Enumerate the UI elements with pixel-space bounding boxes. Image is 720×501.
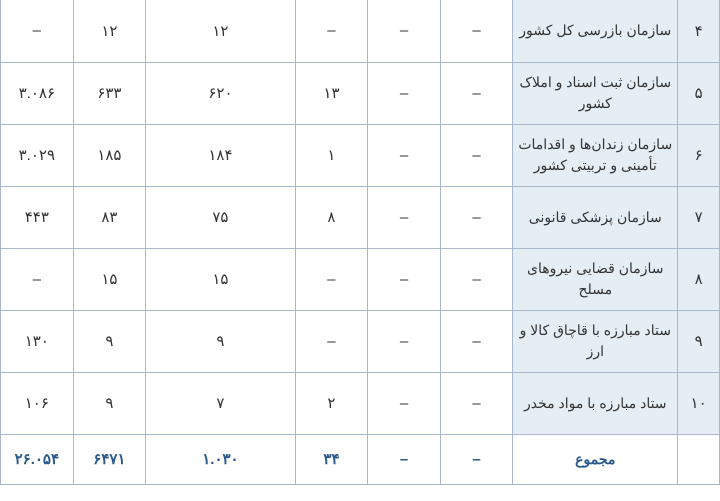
table-row: ۵ سازمان ثبت اسناد و املاک کشور – – ۱۳ ۶… [1,62,720,124]
data-table: ۴ سازمان بازرسی کل کشور – – – ۱۲ ۱۲ – ۵ … [0,0,720,485]
org-name: سازمان ثبت اسناد و املاک کشور [513,62,678,124]
cell: – [368,0,441,62]
cell: ۹ [73,372,146,434]
row-index: ۶ [678,124,720,186]
cell: ۷ [146,372,296,434]
cell: ۹ [73,310,146,372]
row-index: ۵ [678,62,720,124]
org-name: سازمان قضایی نیروهای مسلح [513,248,678,310]
total-cell: ۳۴ [295,434,368,484]
table-row: ۸ سازمان قضایی نیروهای مسلح – – – ۱۵ ۱۵ … [1,248,720,310]
cell: – [440,310,513,372]
cell: ۱۸۴ [146,124,296,186]
cell: ۱۸۵ [73,124,146,186]
table-row: ۹ ستاد مبارزه با قاچاق کالا و ارز – – – … [1,310,720,372]
table-body: ۴ سازمان بازرسی کل کشور – – – ۱۲ ۱۲ – ۵ … [1,0,720,484]
org-name: سازمان پزشکی قانونی [513,186,678,248]
cell: – [368,248,441,310]
cell: ۳.۰۲۹ [1,124,74,186]
total-cell: – [440,434,513,484]
cell: – [440,124,513,186]
cell: – [1,248,74,310]
cell: – [440,248,513,310]
cell: ۷۵ [146,186,296,248]
cell: ۶۲۰ [146,62,296,124]
cell: – [295,248,368,310]
cell: – [440,0,513,62]
cell: – [1,0,74,62]
table-row: ۴ سازمان بازرسی کل کشور – – – ۱۲ ۱۲ – [1,0,720,62]
total-cell: – [368,434,441,484]
cell: ۲ [295,372,368,434]
row-index: ۴ [678,0,720,62]
cell: – [368,372,441,434]
row-index: ۸ [678,248,720,310]
cell: – [440,62,513,124]
cell: ۹ [146,310,296,372]
total-index [678,434,720,484]
cell: – [368,310,441,372]
cell: ۸ [295,186,368,248]
table-row: ۶ سازمان زندان‌ها و اقدامات تأمینی و ترب… [1,124,720,186]
cell: ۱۳۰ [1,310,74,372]
total-cell: ۶۴۷۱ [73,434,146,484]
total-label: مجموع [513,434,678,484]
cell: – [368,186,441,248]
org-name: سازمان زندان‌ها و اقدامات تأمینی و تربیت… [513,124,678,186]
cell: ۳.۰۸۶ [1,62,74,124]
cell: ۱۳ [295,62,368,124]
org-name: سازمان بازرسی کل کشور [513,0,678,62]
org-name: ستاد مبارزه با مواد مخدر [513,372,678,434]
cell: – [368,124,441,186]
cell: – [368,62,441,124]
row-index: ۹ [678,310,720,372]
cell: ۱۲ [73,0,146,62]
cell: ۸۳ [73,186,146,248]
cell: – [440,186,513,248]
row-index: ۱۰ [678,372,720,434]
cell: – [295,310,368,372]
total-cell: ۱.۰۳۰ [146,434,296,484]
cell: ۱۵ [146,248,296,310]
cell: ۱۵ [73,248,146,310]
table-row: ۱۰ ستاد مبارزه با مواد مخدر – – ۲ ۷ ۹ ۱۰… [1,372,720,434]
cell: – [440,372,513,434]
cell: ۴۴۳ [1,186,74,248]
row-index: ۷ [678,186,720,248]
cell: ۱ [295,124,368,186]
org-name: ستاد مبارزه با قاچاق کالا و ارز [513,310,678,372]
cell: ۱۲ [146,0,296,62]
table-row: ۷ سازمان پزشکی قانونی – – ۸ ۷۵ ۸۳ ۴۴۳ [1,186,720,248]
cell: ۶۳۳ [73,62,146,124]
cell: ۱۰۶ [1,372,74,434]
total-cell: ۲۶.۰۵۴ [1,434,74,484]
total-row: مجموع – – ۳۴ ۱.۰۳۰ ۶۴۷۱ ۲۶.۰۵۴ [1,434,720,484]
cell: – [295,0,368,62]
